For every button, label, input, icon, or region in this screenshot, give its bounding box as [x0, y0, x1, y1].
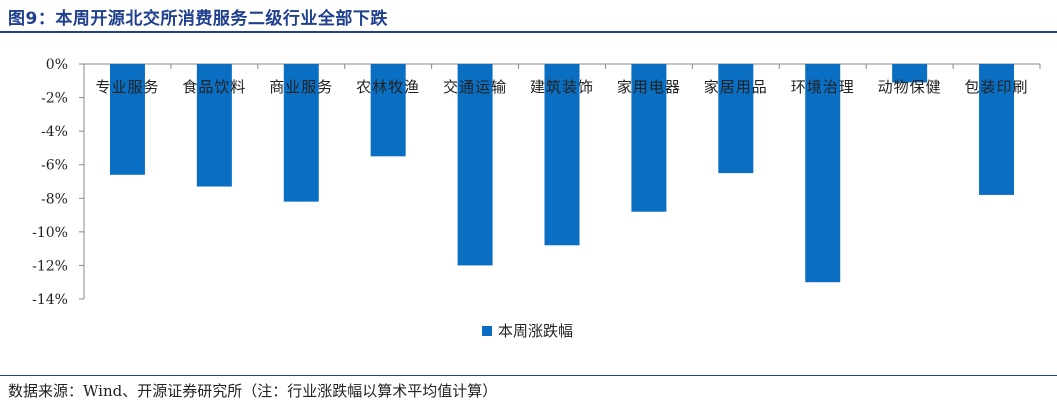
- legend-label: 本周涨跌幅: [498, 322, 573, 340]
- y-tick-label: -14%: [32, 292, 68, 308]
- bar: [979, 64, 1015, 195]
- bar: [196, 64, 232, 187]
- bar-chart: 0% -2% -4% -6% -8% -10% -12% -14% 专业服务 食品饮料 商业服务 农林…: [32, 57, 1041, 340]
- category-label: 环境治理: [791, 78, 855, 96]
- bar: [370, 64, 406, 157]
- y-tick-label: -4%: [41, 124, 68, 140]
- category-label: 包装印刷: [965, 78, 1029, 96]
- legend-swatch: [482, 326, 492, 336]
- y-tick-label: -6%: [41, 158, 68, 174]
- y-tick-label: 0%: [46, 57, 68, 73]
- bar: [544, 64, 580, 246]
- y-tick-label: -8%: [41, 191, 68, 207]
- title-rule: [0, 31, 1057, 33]
- category-label: 建筑装饰: [530, 78, 594, 96]
- category-label: 家用电器: [617, 78, 681, 96]
- category-label: 商业服务: [269, 78, 333, 96]
- category-label: 家居用品: [704, 78, 768, 96]
- y-tick-label: -2%: [41, 91, 68, 107]
- footer-rule: [0, 375, 1057, 376]
- bar: [457, 64, 493, 266]
- y-tick-label: -12%: [32, 258, 68, 274]
- bar: [109, 64, 145, 175]
- bar: [631, 64, 667, 212]
- category-label: 专业服务: [95, 78, 159, 96]
- chart-title: 图9：本周开源北交所消费服务二级行业全部下跌: [8, 9, 388, 29]
- category-label: 交通运输: [443, 78, 507, 96]
- category-label: 食品饮料: [182, 78, 246, 96]
- y-tick-label: -10%: [32, 225, 68, 241]
- category-label: 农林牧渔: [356, 78, 420, 96]
- category-label: 动物保健: [878, 78, 942, 96]
- source-note: 数据来源：Wind、开源证券研究所（注：行业涨跌幅以算术平均值计算）: [8, 382, 498, 400]
- bar: [892, 64, 928, 83]
- bar: [805, 64, 841, 283]
- bar: [718, 64, 754, 174]
- bar: [283, 64, 319, 202]
